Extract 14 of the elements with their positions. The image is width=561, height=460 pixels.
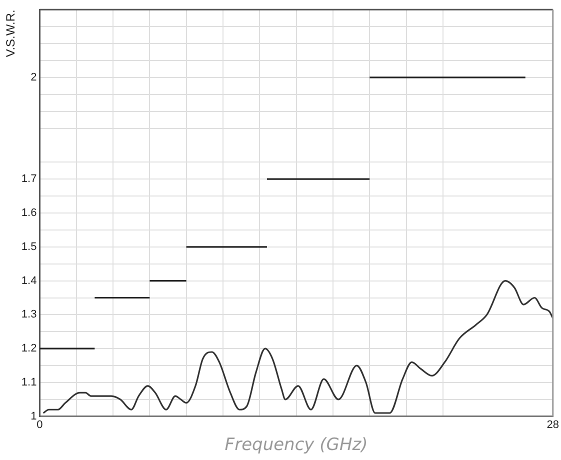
x-axis-title: Frequency (GHz) [224, 435, 368, 456]
y-axis-title: V.S.W.R. [4, 10, 18, 58]
y-tick-label: 1.6 [21, 207, 37, 220]
y-tick-label: 2 [30, 71, 37, 84]
y-tick-label: 1.7 [21, 173, 37, 186]
x-tick-label: 28 [546, 419, 560, 432]
line-series [42, 280, 553, 414]
y-tick-label: 1.1 [21, 376, 37, 389]
y-tick-label: 1 [30, 410, 37, 422]
y-tick-label: 1.2 [21, 342, 37, 355]
x-tick-label: 0 [36, 419, 43, 432]
y-tick-label: 1.4 [21, 274, 37, 287]
y-tick-label: 1.3 [21, 308, 37, 321]
y-tick-label: 1.5 [21, 240, 37, 253]
